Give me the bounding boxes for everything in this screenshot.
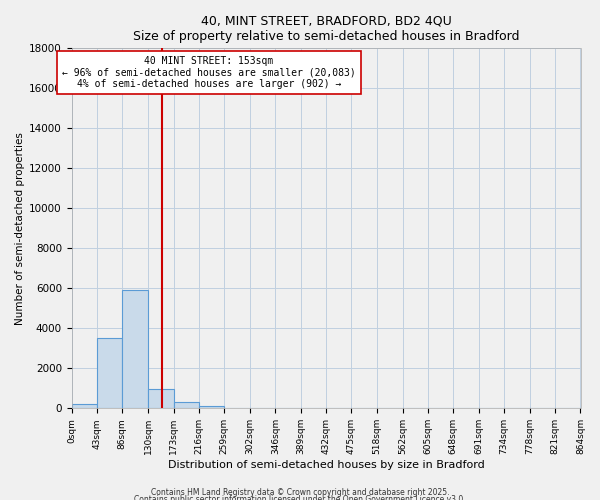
Bar: [199, 406, 224, 408]
Bar: [97, 338, 122, 408]
Bar: [71, 404, 97, 408]
Text: Contains HM Land Registry data © Crown copyright and database right 2025.: Contains HM Land Registry data © Crown c…: [151, 488, 449, 497]
Text: 40 MINT STREET: 153sqm
← 96% of semi-detached houses are smaller (20,083)
4% of : 40 MINT STREET: 153sqm ← 96% of semi-det…: [62, 56, 356, 88]
Bar: [173, 402, 199, 408]
Y-axis label: Number of semi-detached properties: Number of semi-detached properties: [15, 132, 25, 325]
Bar: [122, 290, 148, 408]
Bar: [148, 390, 173, 408]
Title: 40, MINT STREET, BRADFORD, BD2 4QU
Size of property relative to semi-detached ho: 40, MINT STREET, BRADFORD, BD2 4QU Size …: [133, 15, 520, 43]
Text: Contains public sector information licensed under the Open Government Licence v3: Contains public sector information licen…: [134, 496, 466, 500]
X-axis label: Distribution of semi-detached houses by size in Bradford: Distribution of semi-detached houses by …: [167, 460, 484, 470]
